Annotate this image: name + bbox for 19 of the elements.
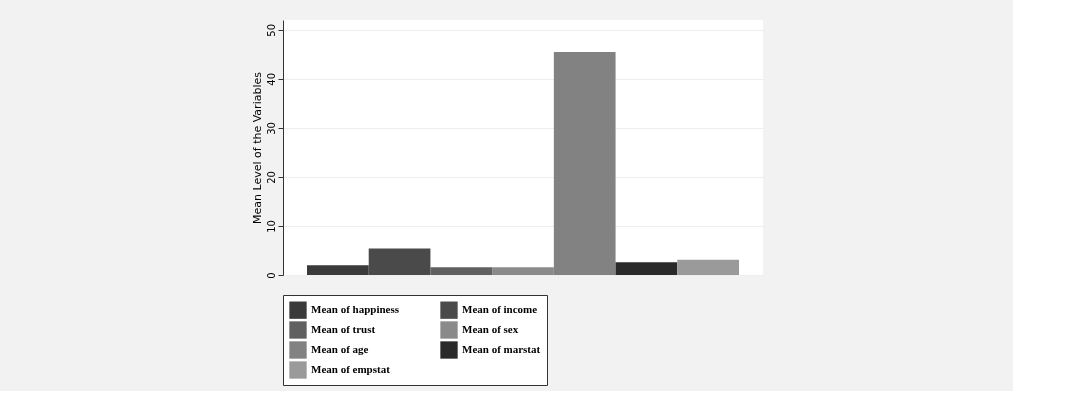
y-tick-label: 20 bbox=[265, 171, 277, 184]
y-tick-label: 30 bbox=[265, 122, 277, 135]
y-tick-label: 0 bbox=[265, 272, 277, 279]
bar bbox=[430, 267, 493, 275]
legend-label: Mean of marstat bbox=[462, 343, 541, 355]
legend-label: Mean of trust bbox=[311, 323, 376, 335]
bar bbox=[615, 262, 678, 275]
y-tick-label: 40 bbox=[265, 72, 277, 86]
y-axis-title: Mean Level of the Variables bbox=[250, 71, 264, 224]
bar bbox=[677, 259, 739, 275]
legend-label: Mean of age bbox=[311, 343, 369, 355]
y-tick-label: 10 bbox=[265, 220, 277, 233]
legend-label: Mean of income bbox=[462, 303, 538, 316]
legend-label: Mean of empstat bbox=[311, 363, 391, 375]
bar bbox=[307, 265, 369, 275]
bar bbox=[368, 248, 431, 275]
legend-label: Mean of happiness bbox=[311, 303, 400, 316]
legend-label: Mean of sex bbox=[462, 323, 519, 335]
y-tick-label: 50 bbox=[265, 23, 277, 37]
